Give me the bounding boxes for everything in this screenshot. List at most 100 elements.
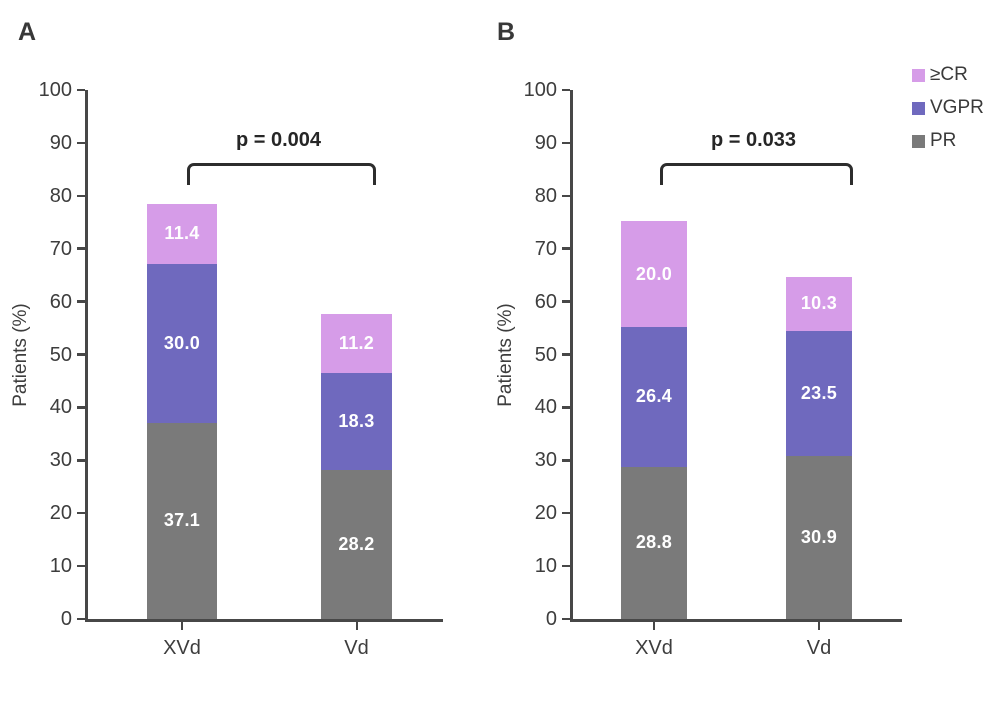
bar-XVd: 11.4 30.0 37.1: [147, 203, 217, 619]
p-value-annotation-b: p = 0.033: [710, 129, 797, 151]
bar-segment-VGPR: 30.0: [147, 264, 217, 423]
y-axis-tick-label: 70: [49, 237, 72, 260]
y-axis-tick: [77, 353, 85, 356]
bar-value-label: 11.4: [164, 223, 200, 244]
bar-segment-PR: 28.8: [621, 466, 687, 619]
y-axis-tick: [77, 88, 85, 92]
y-axis-tick: [562, 459, 570, 462]
y-axis-tick-label: 10: [49, 555, 72, 578]
y-axis-tick-label: 60: [534, 290, 557, 313]
y-axis-tick: [77, 194, 85, 198]
y-axis-tick: [562, 564, 570, 568]
x-axis-tick: [653, 621, 655, 630]
bar-segment-≥CR: 10.3: [786, 276, 852, 332]
bar-value-label: 37.1: [163, 510, 201, 531]
y-axis-tick: [77, 511, 85, 515]
bar-value-label: 30.9: [800, 526, 838, 547]
bar-Vd: 11.2 18.3 28.2: [321, 313, 392, 619]
bar-value-label: 28.2: [338, 533, 375, 554]
y-axis-tick-label: 10: [534, 555, 557, 578]
bar-value-label: 23.5: [800, 382, 838, 403]
y-axis-tick: [77, 406, 85, 409]
bar-value-label: 11.2: [338, 332, 375, 353]
bar-segment-PR: 30.9: [786, 455, 852, 619]
legend-label: ≥CR: [930, 64, 968, 85]
legend-item: PR: [912, 130, 984, 151]
x-category-label: Vd: [806, 637, 832, 659]
y-axis-tick-label: 80: [49, 184, 72, 207]
y-axis-tick: [77, 564, 85, 568]
bar-value-label: 18.3: [338, 410, 375, 431]
chart-legend: ≥CR VGPR PR: [912, 64, 984, 164]
y-axis-tick-label: 70: [534, 237, 557, 260]
legend-label: VGPR: [930, 97, 984, 118]
x-axis-line: [570, 619, 902, 622]
y-axis-tick-label: 0: [545, 608, 557, 630]
p-value-annotation-a: p = 0.004: [235, 129, 322, 151]
x-axis-line: [85, 619, 443, 622]
y-axis-line: [570, 90, 573, 622]
y-axis-tick: [562, 141, 570, 145]
y-axis-tick: [77, 141, 85, 145]
y-axis-tick-label: 100: [523, 79, 557, 101]
y-axis-tick: [77, 247, 85, 250]
bar-segment-≥CR: 11.2: [321, 313, 392, 373]
y-axis-tick-label: 40: [534, 396, 557, 419]
panel-b: B Patients (%) p = 0.033 0 10 20 30 40 50 60 70…: [485, 0, 955, 714]
x-category-label: XVd: [635, 637, 673, 659]
y-axis-tick-label: 60: [49, 290, 72, 313]
bar-segment-VGPR: 18.3: [321, 373, 392, 470]
bar-segment-≥CR: 11.4: [147, 203, 217, 265]
y-axis-tick: [77, 459, 85, 462]
y-axis-line: [85, 90, 88, 622]
y-axis-tick-label: 90: [49, 131, 72, 154]
y-axis-tick: [562, 511, 570, 515]
y-axis-tick-label: 50: [49, 343, 72, 366]
y-axis-tick-label: 20: [49, 502, 72, 525]
y-axis-tick: [562, 406, 570, 409]
y-axis-tick-label: 20: [534, 502, 557, 525]
y-axis-tick: [77, 617, 85, 621]
y-axis-tick: [562, 247, 570, 250]
y-axis-tick: [562, 88, 570, 92]
y-axis-tick: [562, 194, 570, 198]
x-category-label: XVd: [163, 637, 201, 659]
legend-swatch-icon: [912, 68, 925, 82]
y-axis-tick-label: 0: [60, 608, 72, 630]
bar-segment-VGPR: 26.4: [621, 326, 687, 467]
bar-segment-PR: 37.1: [147, 422, 217, 619]
bar-value-label: 10.3: [800, 293, 838, 314]
bar-value-label: 20.0: [635, 263, 673, 284]
legend-swatch-icon: [912, 101, 925, 115]
legend-item: VGPR: [912, 97, 984, 118]
x-axis-tick: [355, 621, 358, 630]
panel-label-b: B: [497, 18, 516, 46]
bar-segment-VGPR: 23.5: [786, 331, 852, 456]
y-axis-tick-label: 90: [534, 131, 557, 154]
x-axis-tick: [181, 621, 183, 630]
y-axis-tick-label: 40: [49, 396, 72, 419]
y-axis-tick: [562, 353, 570, 356]
y-axis-tick-label: 30: [534, 449, 557, 472]
legend-swatch-icon: [912, 134, 925, 148]
y-axis-tick: [562, 617, 570, 621]
bar-Vd: 10.3 23.5 30.9: [786, 276, 852, 619]
legend-item: ≥CR: [912, 64, 984, 85]
y-axis-tick-label: 80: [534, 184, 557, 207]
legend-label: PR: [930, 130, 957, 151]
y-axis-tick: [562, 300, 570, 303]
y-axis-tick: [77, 300, 85, 303]
panel-a: A Patients (%) p = 0.004 0 10 20 30 40 50 60 70…: [0, 0, 470, 714]
significance-bracket-b: [660, 163, 853, 185]
y-axis-tick-label: 50: [534, 343, 557, 366]
bar-value-label: 30.0: [163, 332, 201, 353]
bar-value-label: 26.4: [635, 386, 673, 407]
y-axis-tick-label: 100: [38, 79, 72, 101]
bar-segment-PR: 28.2: [321, 469, 392, 619]
x-axis-tick: [818, 621, 820, 630]
bar-segment-≥CR: 20.0: [621, 221, 687, 327]
x-category-label: Vd: [344, 637, 369, 659]
y-axis-tick-label: 30: [49, 449, 72, 472]
panel-label-a: A: [18, 18, 37, 46]
